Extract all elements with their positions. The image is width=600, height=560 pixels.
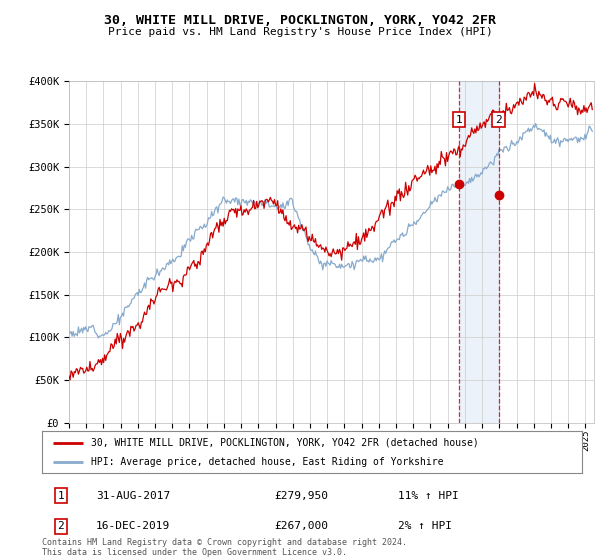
Text: 31-AUG-2017: 31-AUG-2017 [96,491,170,501]
Text: 2: 2 [58,521,64,531]
Text: Contains HM Land Registry data © Crown copyright and database right 2024.
This d: Contains HM Land Registry data © Crown c… [42,538,407,557]
Text: 1: 1 [456,115,463,125]
Text: £267,000: £267,000 [274,521,328,531]
Text: 30, WHITE MILL DRIVE, POCKLINGTON, YORK, YO42 2FR: 30, WHITE MILL DRIVE, POCKLINGTON, YORK,… [104,14,496,27]
Bar [459,81,499,423]
Text: 2% ↑ HPI: 2% ↑ HPI [398,521,452,531]
Text: 2: 2 [495,115,502,125]
Text: 30, WHITE MILL DRIVE, POCKLINGTON, YORK, YO42 2FR (detached house): 30, WHITE MILL DRIVE, POCKLINGTON, YORK,… [91,437,478,447]
Text: HPI: Average price, detached house, East Riding of Yorkshire: HPI: Average price, detached house, East… [91,457,443,467]
Text: 16-DEC-2019: 16-DEC-2019 [96,521,170,531]
Text: Price paid vs. HM Land Registry's House Price Index (HPI): Price paid vs. HM Land Registry's House … [107,27,493,37]
Text: 1: 1 [58,491,64,501]
Text: £279,950: £279,950 [274,491,328,501]
Text: 11% ↑ HPI: 11% ↑ HPI [398,491,459,501]
